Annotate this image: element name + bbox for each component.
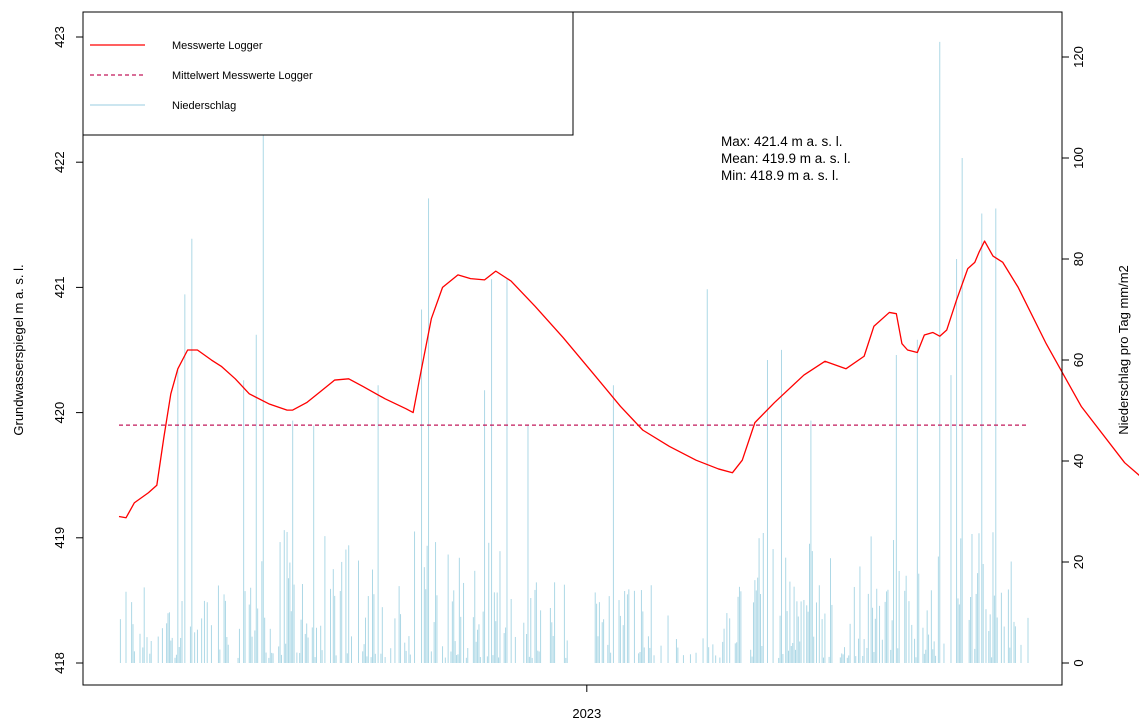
left-tick-label: 420	[52, 402, 67, 424]
legend-label-mean: Mittelwert Messwerte Logger	[172, 70, 313, 82]
right-tick-label: 60	[1071, 353, 1086, 367]
left-tick-label: 418	[52, 652, 67, 674]
left-axis: 418 419 420 421 422 423	[52, 26, 83, 674]
legend-label-precip: Niederschlag	[172, 100, 236, 112]
left-axis-label: Grundwasserspiegel m a. s. l.	[11, 264, 26, 435]
right-axis-label: Niederschlag pro Tag mm/m2	[1116, 265, 1131, 435]
x-tick-label: 2023	[572, 706, 601, 721]
logger-line-group	[118, 240, 1139, 519]
stat-max: Max: 421.4 m a. s. l.	[721, 134, 843, 149]
stat-min: Min: 418.9 m a. s. l.	[721, 168, 839, 183]
stats-annotation: Max: 421.4 m a. s. l. Mean: 419.9 m a. s…	[721, 134, 851, 183]
left-tick-label: 421	[52, 277, 67, 299]
left-tick-label: 419	[52, 527, 67, 549]
left-tick-label: 423	[52, 26, 67, 48]
logger-line	[118, 240, 1139, 519]
x-axis: 2023	[572, 685, 601, 721]
right-tick-label: 20	[1071, 555, 1086, 569]
legend: Messwerte Logger Mittelwert Messwerte Lo…	[82, 11, 574, 136]
right-axis: 0 20 40 60 80 100 120	[1062, 46, 1086, 667]
legend-label-logger: Messwerte Logger	[172, 40, 263, 52]
right-tick-label: 100	[1071, 147, 1086, 169]
precipitation-bars	[119, 36, 1029, 663]
right-tick-label: 0	[1071, 659, 1086, 666]
left-tick-label: 422	[52, 151, 67, 173]
right-tick-label: 80	[1071, 252, 1086, 266]
stat-mean: Mean: 419.9 m a. s. l.	[721, 151, 851, 166]
legend-box	[82, 11, 574, 136]
right-tick-label: 120	[1071, 46, 1086, 68]
right-tick-label: 40	[1071, 454, 1086, 468]
